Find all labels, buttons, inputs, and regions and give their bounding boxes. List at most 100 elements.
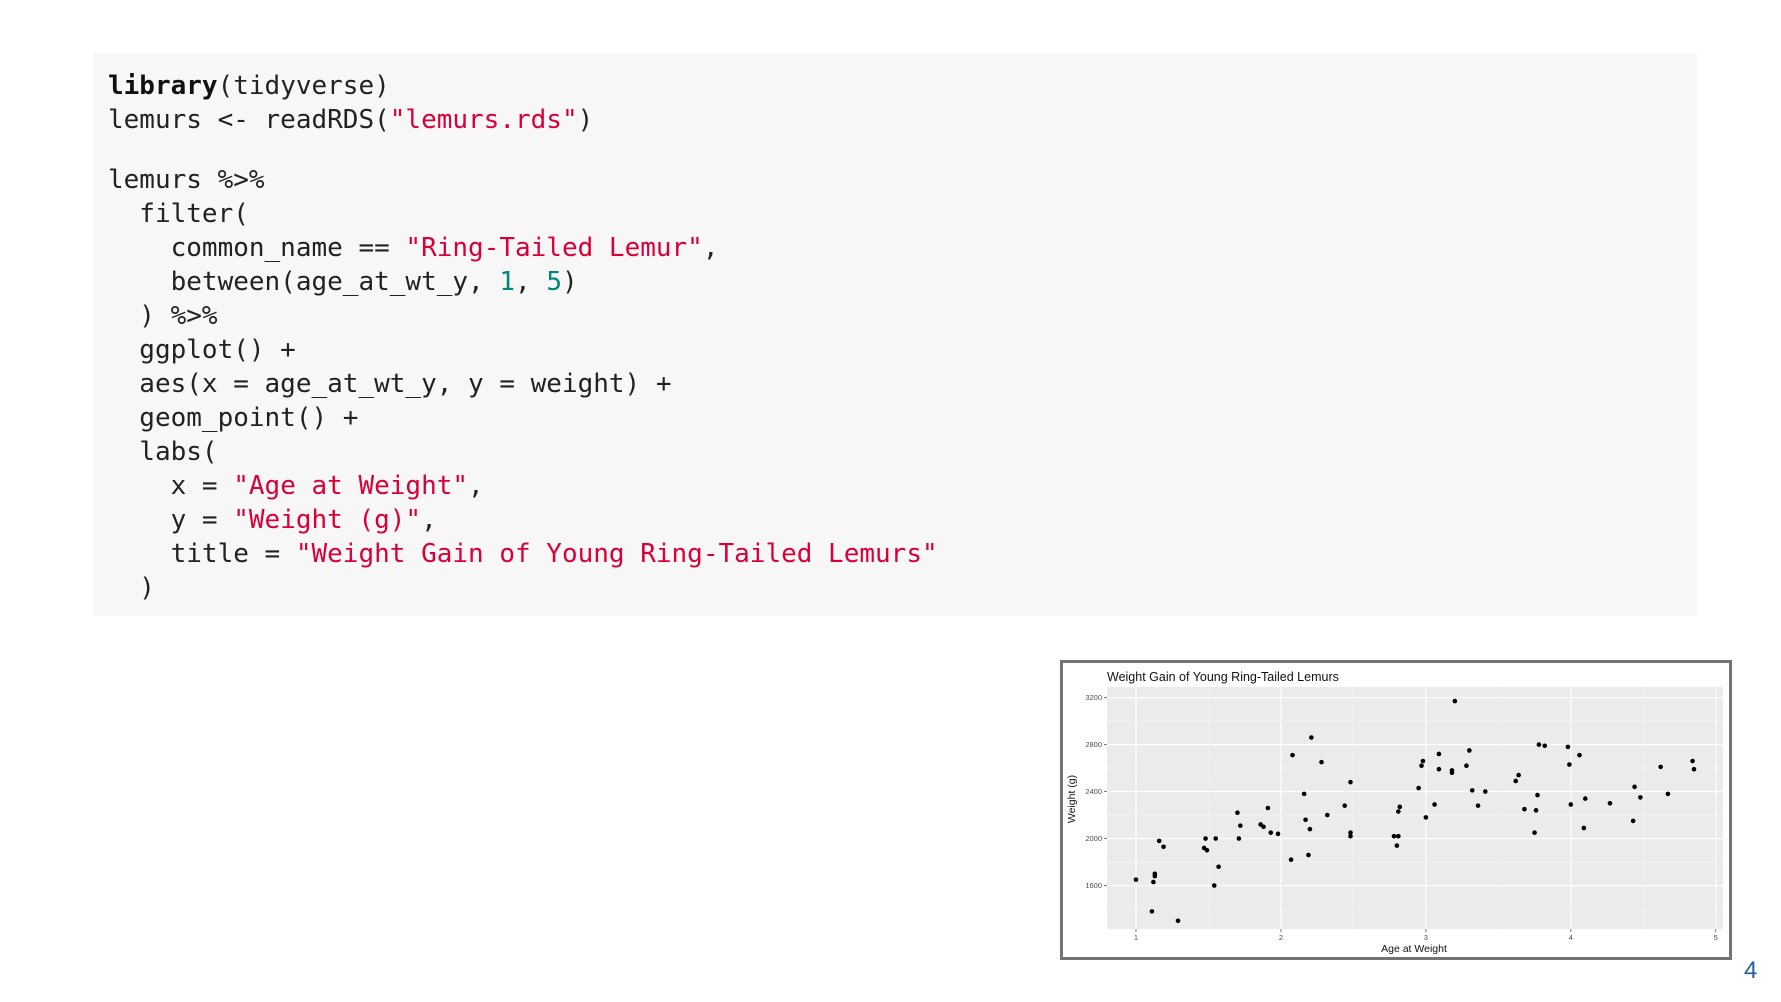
code-token: filter( <box>108 199 249 229</box>
code-token: common_name == <box>108 233 406 263</box>
code-token: "Ring-Tailed Lemur" <box>405 233 703 263</box>
data-point <box>1238 823 1243 828</box>
data-point <box>1268 830 1274 835</box>
data-point <box>1535 792 1540 798</box>
code-token: 5 <box>546 267 562 297</box>
data-point <box>1288 857 1294 862</box>
code-line: ggplot() + <box>108 333 1697 367</box>
code-line <box>108 137 1697 163</box>
data-point <box>1581 825 1587 831</box>
code-token: "lemurs.rds" <box>389 105 578 135</box>
data-point <box>1432 802 1437 807</box>
data-point <box>1236 836 1242 841</box>
y-tick-label: 2400 <box>1085 787 1102 796</box>
code-line: ) %>% <box>108 299 1697 333</box>
data-point <box>1396 833 1401 839</box>
data-point <box>1583 796 1588 801</box>
data-point <box>1391 833 1397 839</box>
code-line: title = "Weight Gain of Young Ring-Taile… <box>108 537 1697 571</box>
code-token: ) <box>561 267 578 297</box>
data-point <box>1149 909 1155 914</box>
code-token: (tidyverse) <box>217 71 390 101</box>
x-tick-label: 1 <box>1134 933 1138 942</box>
data-point <box>1482 789 1488 794</box>
data-point <box>1638 795 1643 800</box>
code-line: geom_point() + <box>108 401 1697 435</box>
code-block: library(tidyverse) lemurs <- readRDS("lem… <box>94 53 1697 616</box>
data-point <box>1565 744 1571 750</box>
data-point <box>1630 818 1636 824</box>
y-axis-label: Weight (g) <box>1066 775 1078 823</box>
data-point <box>1665 791 1671 797</box>
y-axis-ticks: 1600 2000 2400 2800 3200 <box>1085 693 1107 890</box>
data-point <box>1464 763 1469 769</box>
data-point <box>1632 784 1637 790</box>
code-line: ) <box>108 571 1697 605</box>
data-points <box>1133 698 1697 924</box>
code-line: between(age_at_wt_y, 1, 5) <box>108 265 1697 299</box>
data-point <box>1522 806 1527 812</box>
grid-lines <box>1107 687 1723 929</box>
code-line: filter( <box>108 197 1697 231</box>
x-axis-ticks: 1 2 3 4 5 <box>1134 929 1718 942</box>
code-line: lemurs <- readRDS("lemurs.rds") <box>108 103 1697 137</box>
code-lines: library(tidyverse) lemurs <- readRDS("lem… <box>108 69 1697 605</box>
data-point <box>1306 852 1311 858</box>
data-point <box>1261 824 1266 830</box>
code-token: title = <box>108 539 296 569</box>
data-point <box>1394 843 1400 848</box>
code-token: x = <box>108 471 234 501</box>
data-point <box>1342 803 1348 808</box>
y-tick-label: 3200 <box>1085 693 1102 702</box>
code-token: ) <box>108 573 155 603</box>
data-point <box>1275 831 1281 837</box>
scatter-plot: Weight Gain of Young Ring-Tailed Lemurs … <box>1066 670 1723 955</box>
code-token: "Weight Gain of Young Ring-Tailed Lemurs… <box>295 539 938 569</box>
data-point <box>1204 847 1210 853</box>
data-point <box>1290 752 1295 758</box>
code-token: between(age_at_wt_y, <box>108 267 500 297</box>
code-token: , <box>702 233 719 263</box>
data-point <box>1203 836 1208 841</box>
code-token: 1 <box>499 267 515 297</box>
data-point <box>1348 779 1353 785</box>
code-token: , <box>421 505 437 535</box>
code-token: "Age at Weight" <box>233 471 469 501</box>
data-point <box>1211 883 1217 888</box>
code-token: "Weight (g)" <box>233 505 422 535</box>
x-axis-label: Age at Weight <box>1381 943 1447 955</box>
data-point <box>1396 809 1401 814</box>
code-token: y = <box>108 505 234 535</box>
data-point <box>1419 763 1424 769</box>
data-point <box>1691 766 1697 772</box>
data-point <box>1516 772 1521 778</box>
code-token: aes(x = age_at_wt_y, y = weight) + <box>108 369 672 399</box>
slide-number: 4 <box>1744 957 1758 984</box>
data-point <box>1303 817 1308 823</box>
data-point <box>1469 788 1475 793</box>
data-point <box>1151 879 1156 885</box>
data-point <box>1161 844 1166 850</box>
code-token: library <box>108 71 218 101</box>
data-point <box>1307 826 1313 832</box>
data-point <box>1420 758 1426 764</box>
data-point <box>1436 751 1442 757</box>
code-token: lemurs <- readRDS( <box>108 105 390 135</box>
code-token: geom_point() + <box>108 403 359 433</box>
data-point <box>1475 803 1481 808</box>
data-point <box>1265 805 1271 811</box>
data-point <box>1156 838 1162 844</box>
data-point <box>1397 804 1403 810</box>
data-point <box>1607 801 1613 806</box>
data-point <box>1416 785 1421 791</box>
chart-title: Weight Gain of Young Ring-Tailed Lemurs <box>1107 670 1339 684</box>
x-tick-label: 5 <box>1714 933 1718 942</box>
data-point <box>1533 808 1539 813</box>
data-point <box>1325 812 1330 818</box>
data-point <box>1467 748 1472 753</box>
code-token: ) %>% <box>108 301 218 331</box>
data-point <box>1436 766 1442 772</box>
data-point <box>1319 759 1324 765</box>
data-point <box>1567 762 1572 767</box>
data-point <box>1449 768 1455 773</box>
